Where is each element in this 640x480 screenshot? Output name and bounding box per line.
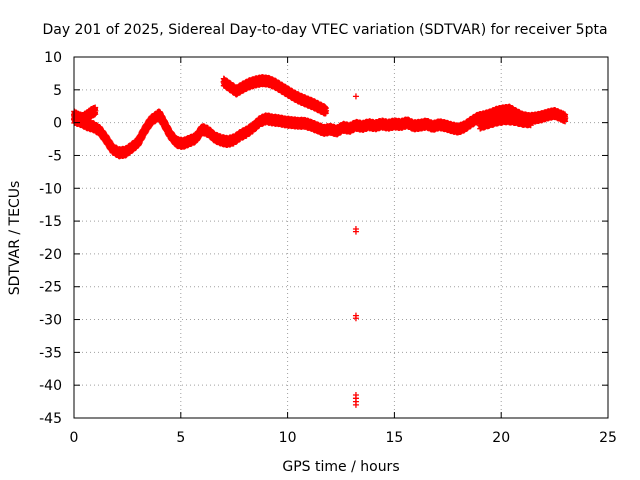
data-points — [71, 74, 569, 408]
outliers-point — [352, 401, 359, 408]
outliers-point — [352, 93, 359, 100]
outliers-point — [352, 228, 359, 235]
plot-frame — [73, 56, 609, 419]
axis-ticks — [73, 56, 609, 419]
main-track-point — [562, 115, 569, 122]
early-upper-branch-point — [92, 107, 99, 114]
chart-title: Day 201 of 2025, Sidereal Day-to-day VTE… — [42, 22, 607, 38]
upper-arc-point — [323, 107, 330, 114]
outliers-point — [352, 315, 359, 322]
grid-lines — [74, 57, 608, 418]
late-lower-branch-point — [528, 118, 535, 125]
